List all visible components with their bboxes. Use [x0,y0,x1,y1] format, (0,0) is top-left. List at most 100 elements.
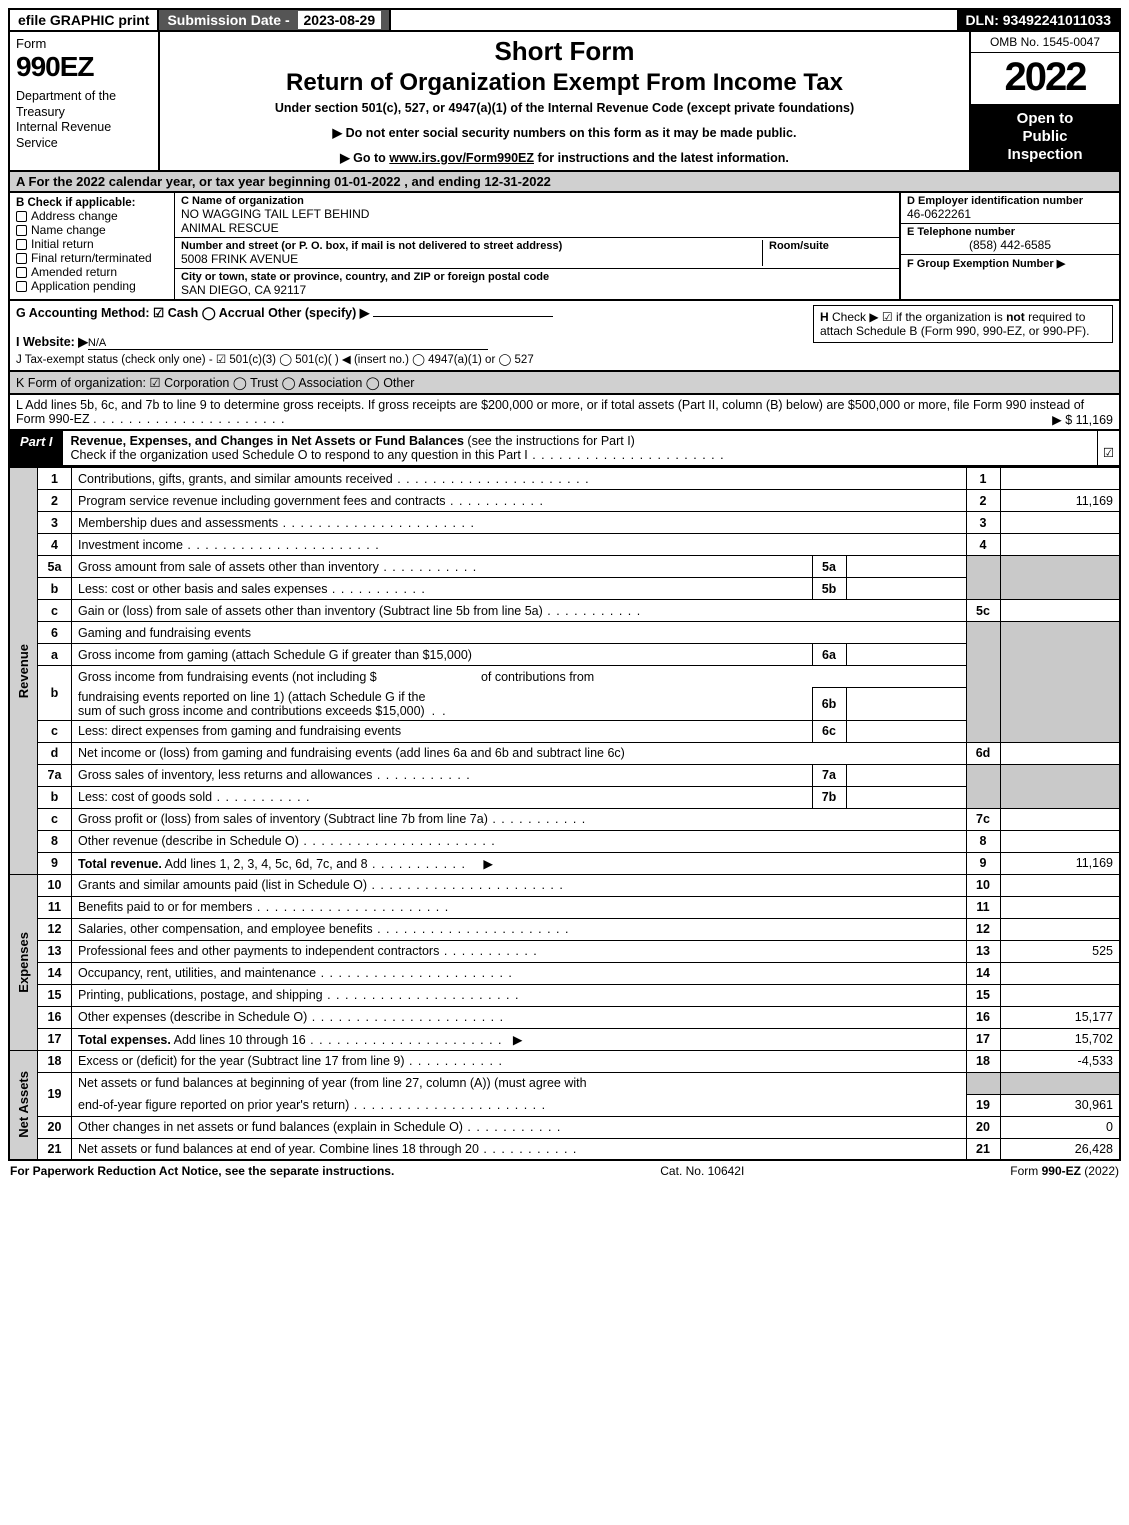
num-8: 8 [38,830,72,852]
part1-title-bold: Revenue, Expenses, and Changes in Net As… [71,434,464,448]
return-title: Return of Organization Exempt From Incom… [170,69,959,97]
side-revenue: Revenue [9,468,38,875]
part1-check-text: Check if the organization used Schedule … [71,448,528,462]
line-6c: Less: direct expenses from gaming and fu… [72,720,813,742]
header-right: OMB No. 1545-0047 2022 Open toPublicInsp… [969,32,1119,170]
under-section: Under section 501(c), 527, or 4947(a)(1)… [170,101,959,115]
rnum-12: 12 [966,918,1000,940]
open-inspection: Open toPublicInspection [971,104,1119,170]
section-ghij: G Accounting Method: ☑ Cash ◯ Accrual Ot… [8,301,1121,372]
cb-amended-return[interactable] [16,267,27,278]
mid-6c: 6c [812,720,846,742]
box-def: D Employer identification number 46-0622… [899,193,1119,299]
mid-5a: 5a [812,556,846,578]
rnum-18: 18 [966,1050,1000,1072]
mid-6a: 6a [812,644,846,666]
shade-19 [966,1072,1000,1094]
tel-label: E Telephone number [907,226,1113,238]
part1-schedule-o-check[interactable]: ☑ [1097,431,1119,465]
num-7c: c [38,808,72,830]
num-7a: 7a [38,764,72,786]
cb-name-change[interactable] [16,225,27,236]
val-19: 30,961 [1000,1094,1120,1116]
rnum-19: 19 [966,1094,1000,1116]
rnum-3: 3 [966,512,1000,534]
num-9: 9 [38,852,72,874]
val-21: 26,428 [1000,1138,1120,1160]
cb-application-pending[interactable] [16,281,27,292]
val-9: 11,169 [1000,852,1120,874]
val-13: 525 [1000,940,1120,962]
num-6b: b [38,666,72,721]
goto-post: for instructions and the latest informat… [534,151,789,165]
line-16: Other expenses (describe in Schedule O) [72,1006,967,1028]
line-6d: Net income or (loss) from gaming and fun… [72,742,967,764]
rnum-4: 4 [966,534,1000,556]
note-ssn: ▶ Do not enter social security numbers o… [170,125,959,140]
form-header: Form 990EZ Department of theTreasuryInte… [8,32,1121,172]
dln: DLN: 93492241011033 [957,10,1119,30]
note-goto: ▶ Go to www.irs.gov/Form990EZ for instru… [170,150,959,165]
shade-5ab [966,556,1000,600]
midval-5a [846,556,966,578]
irs-link[interactable]: www.irs.gov/Form990EZ [389,151,534,165]
shade-7ab [966,764,1000,808]
rnum-20: 20 [966,1116,1000,1138]
footer-form: Form 990-EZ (2022) [1010,1164,1119,1178]
rnum-15: 15 [966,984,1000,1006]
shadeval-5ab [1000,556,1120,600]
line-6: Gaming and fundraising events [72,622,967,644]
line-5a: Gross amount from sale of assets other t… [72,556,813,578]
rnum-5c: 5c [966,600,1000,622]
num-7b: b [38,786,72,808]
row-l-dots [93,412,285,426]
rnum-9: 9 [966,852,1000,874]
num-6a: a [38,644,72,666]
val-1 [1000,468,1120,490]
num-6: 6 [38,622,72,644]
part1-tag: Part I [10,431,63,465]
rnum-14: 14 [966,962,1000,984]
val-3 [1000,512,1120,534]
val-16: 15,177 [1000,1006,1120,1028]
part1-title: Revenue, Expenses, and Changes in Net As… [63,431,1097,465]
tax-year: 2022 [971,53,1119,104]
side-net-assets: Net Assets [9,1050,38,1160]
row-a-tax-year: A For the 2022 calendar year, or tax yea… [8,172,1121,193]
part1-header: Part I Revenue, Expenses, and Changes in… [8,431,1121,467]
rnum-7c: 7c [966,808,1000,830]
mid-7b: 7b [812,786,846,808]
box-c: C Name of organization NO WAGGING TAIL L… [175,193,899,299]
submission-label: Submission Date - [167,12,289,28]
cb-final-return[interactable] [16,253,27,264]
midval-7b [846,786,966,808]
box-h-text: H Check ▶ ☑ if the organization is not r… [820,310,1089,338]
part1-paren: (see the instructions for Part I) [467,434,634,448]
val-15 [1000,984,1120,1006]
lbl-application-pending: Application pending [31,279,136,293]
line-8: Other revenue (describe in Schedule O) [72,830,967,852]
efile-label[interactable]: efile GRAPHIC print [10,10,159,30]
rnum-11: 11 [966,896,1000,918]
footer: For Paperwork Reduction Act Notice, see … [8,1161,1121,1178]
cb-initial-return[interactable] [16,239,27,250]
midval-6c [846,720,966,742]
footer-cat: Cat. No. 10642I [394,1164,1010,1178]
rnum-21: 21 [966,1138,1000,1160]
val-6d [1000,742,1120,764]
rnum-1: 1 [966,468,1000,490]
rnum-17: 17 [966,1028,1000,1050]
num-6c: c [38,720,72,742]
val-4 [1000,534,1120,556]
cb-address-change[interactable] [16,211,27,222]
room-label: Room/suite [769,240,893,252]
submission-date: 2023-08-29 [298,11,382,29]
line-12: Salaries, other compensation, and employ… [72,918,967,940]
city-label: City or town, state or province, country… [181,271,893,283]
line-13: Professional fees and other payments to … [72,940,967,962]
num-20: 20 [38,1116,72,1138]
val-8 [1000,830,1120,852]
city-value: SAN DIEGO, CA 92117 [181,283,893,297]
line-9: Total revenue. Add lines 1, 2, 3, 4, 5c,… [72,852,967,874]
org-name-2: ANIMAL RESCUE [181,221,893,235]
